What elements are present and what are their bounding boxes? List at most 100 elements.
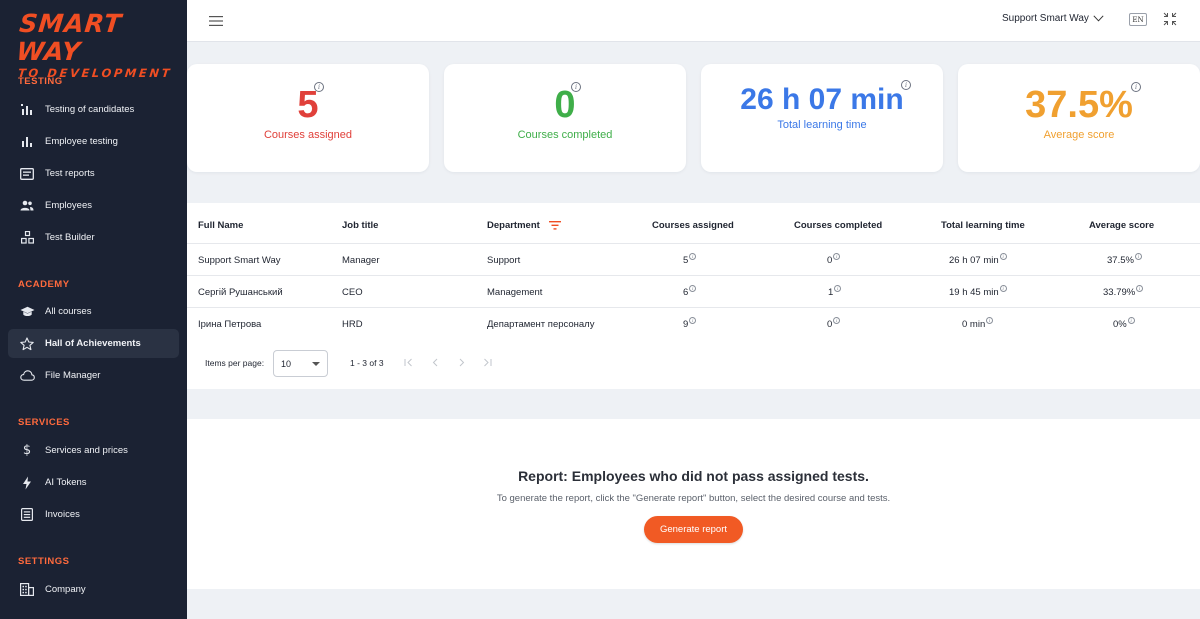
column-header-job-title[interactable]: Job title [342, 220, 379, 231]
sidebar-item-file-manager[interactable]: File Manager [8, 361, 179, 390]
sidebar-item-label: Services and prices [45, 445, 128, 456]
info-icon[interactable]: i [986, 317, 994, 324]
info-icon[interactable]: i [689, 285, 697, 292]
info-icon[interactable]: i [571, 82, 581, 92]
info-icon[interactable]: i [689, 317, 697, 324]
section-title-settings: SETTINGS [18, 556, 70, 567]
info-icon[interactable]: i [833, 253, 841, 260]
sidebar-item-label: All courses [45, 306, 92, 317]
info-icon[interactable]: i [1131, 82, 1141, 92]
sidebar-item-label: Testing of candidates [45, 104, 135, 115]
graduation-cap-icon [19, 304, 35, 320]
builder-icon [19, 230, 35, 246]
language-button[interactable]: EN [1129, 13, 1147, 26]
column-header-full-name[interactable]: Full Name [198, 220, 244, 231]
info-icon[interactable]: i [901, 80, 911, 90]
previous-page-button[interactable] [429, 356, 441, 368]
chevron-down-icon [1093, 15, 1104, 22]
cell-average-score: 0% i [1113, 317, 1135, 330]
column-header-courses-completed[interactable]: Courses completed [794, 220, 883, 231]
section-title-academy: ACADEMY [18, 279, 70, 290]
hamburger-menu-button[interactable] [209, 13, 225, 27]
sidebar-item-test-reports[interactable]: Test reports [8, 159, 179, 188]
info-icon[interactable]: i [833, 317, 841, 324]
cell-value: 33.79% [1103, 287, 1136, 298]
info-icon[interactable]: i [1136, 285, 1144, 292]
sidebar-item-employees[interactable]: Employees [8, 191, 179, 220]
cell-job-title: Manager [342, 255, 380, 266]
column-header-average-score[interactable]: Average score [1089, 220, 1155, 231]
cell-value: 1 [828, 287, 834, 298]
sidebar-item-label: Test Builder [45, 232, 95, 243]
sidebar-item-all-courses[interactable]: All courses [8, 297, 179, 326]
cell-job-title: HRD [342, 319, 363, 330]
report-title: Report: Employees who did not pass assig… [518, 468, 869, 484]
info-icon[interactable]: i [689, 253, 697, 260]
sidebar-item-test-builder[interactable]: Test Builder [8, 223, 179, 252]
caret-down-icon [312, 362, 320, 366]
sidebar-item-label: Invoices [45, 509, 80, 520]
user-menu-button[interactable]: Support Smart Way [1002, 13, 1104, 24]
page-size-select[interactable]: 10 [273, 350, 328, 377]
star-icon [19, 336, 35, 352]
sidebar-item-services-and-prices[interactable]: $ Services and prices [8, 436, 179, 465]
sidebar-item-invoices[interactable]: Invoices [8, 500, 179, 529]
info-icon[interactable]: i [834, 285, 842, 292]
cell-value: 0 [827, 255, 833, 266]
stat-card-total-learning-time: 26 h 07 min Total learning time i [701, 64, 943, 172]
hamburger-icon [209, 16, 223, 26]
topbar: Support Smart Way EN [187, 0, 1200, 42]
logo-main-text: SMART WAY [15, 9, 124, 66]
filter-icon[interactable] [549, 221, 561, 230]
generate-report-button[interactable]: Generate report [644, 516, 743, 543]
column-header-courses-assigned[interactable]: Courses assigned [652, 220, 734, 231]
logo[interactable]: SMART WAY TO DEVELOPMENT [15, 9, 178, 80]
sidebar-item-ai-tokens[interactable]: AI Tokens [8, 468, 179, 497]
stat-value: 26 h 07 min [740, 83, 904, 116]
sidebar-item-employee-testing[interactable]: Employee testing [8, 127, 179, 156]
bar-chart-icon [19, 102, 35, 118]
chevron-left-icon [432, 358, 437, 366]
cell-value: 0% [1113, 319, 1127, 330]
column-header-department[interactable]: Department [487, 220, 540, 231]
info-icon[interactable]: i [1134, 253, 1142, 260]
cell-value: 19 h 45 min [949, 287, 999, 298]
column-header-total-learning-time[interactable]: Total learning time [941, 220, 1025, 231]
first-page-icon [404, 358, 412, 366]
sidebar-item-label: File Manager [45, 370, 101, 381]
cell-total-learning-time: 0 min i [962, 317, 994, 330]
cell-average-score: 37.5% i [1107, 253, 1142, 266]
sidebar-item-company[interactable]: Company [8, 575, 179, 604]
stat-card-courses-completed: 0 Courses completed i [444, 64, 686, 172]
stat-value: 0 [554, 84, 576, 126]
cell-value: 9 [683, 319, 689, 330]
cell-job-title: CEO [342, 287, 363, 298]
stat-value: 37.5% [1025, 84, 1133, 126]
paginator: Items per page: 10 1 - 3 of 3 [187, 347, 1200, 377]
stat-card-average-score: 37.5% Average score i [958, 64, 1200, 172]
info-icon[interactable]: i [1127, 317, 1135, 324]
cell-value: 37.5% [1107, 255, 1134, 266]
building-icon [19, 582, 35, 598]
table-row[interactable]: Ірина Петрова HRD Департамент персоналу … [187, 307, 1200, 339]
last-page-button[interactable] [481, 356, 493, 368]
fullscreen-button[interactable] [1163, 12, 1177, 26]
first-page-button[interactable] [402, 356, 414, 368]
cell-full-name: Ірина Петрова [198, 319, 262, 330]
cell-total-learning-time: 19 h 45 min i [949, 285, 1007, 298]
sidebar-item-hall-of-achievements[interactable]: Hall of Achievements [8, 329, 179, 358]
sidebar-item-testing-of-candidates[interactable]: Testing of candidates [8, 95, 179, 124]
users-icon [19, 198, 35, 214]
info-icon[interactable]: i [999, 253, 1007, 260]
cell-full-name: Support Smart Way [198, 255, 281, 266]
page-size-value: 10 [281, 358, 292, 369]
info-icon[interactable]: i [314, 82, 324, 92]
info-icon[interactable]: i [999, 285, 1007, 292]
next-page-button[interactable] [455, 356, 467, 368]
stat-caption: Courses completed [517, 129, 613, 141]
